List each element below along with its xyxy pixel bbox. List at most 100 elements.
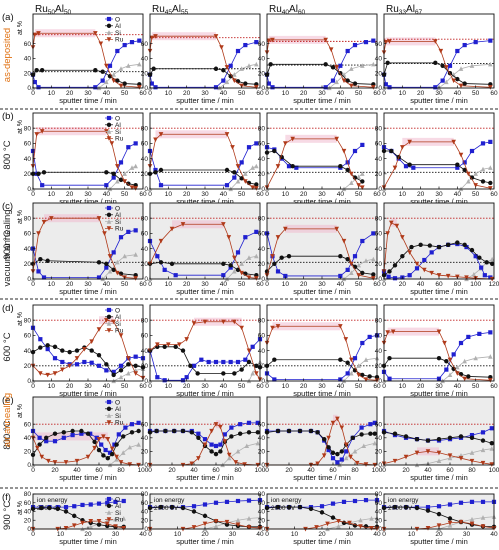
panel-label-e: (e) <box>2 395 14 406</box>
data-point-ru <box>122 179 127 184</box>
data-point-al <box>232 371 237 376</box>
data-point-o <box>107 450 113 455</box>
data-point-ru <box>133 371 138 376</box>
data-point-al <box>297 504 303 510</box>
legend-marker-ru <box>106 328 112 333</box>
data-point-o <box>462 160 467 165</box>
data-point-al <box>462 81 467 86</box>
data-point-al <box>319 510 325 515</box>
x-axis-title: sputter time / min <box>176 96 234 105</box>
y-tick-label: 0 <box>261 526 265 533</box>
data-point-si <box>136 442 141 447</box>
data-point-o <box>294 165 299 170</box>
x-tick-label: 20 <box>183 383 191 390</box>
data-point-ru <box>213 422 219 427</box>
y-tick-label: 0 <box>261 85 265 92</box>
y-tick-label: 0 <box>27 462 31 469</box>
data-point-o <box>133 228 138 233</box>
data-point-ru <box>341 78 347 84</box>
panel-label-b: (b) <box>2 111 14 122</box>
data-point-al <box>272 148 277 154</box>
data-point-o <box>488 330 493 335</box>
data-point-al <box>129 430 135 435</box>
y-tick-label: 60 <box>141 141 149 148</box>
data-point-si <box>107 268 113 274</box>
data-point-o <box>118 160 124 165</box>
data-point-ru <box>232 319 237 325</box>
legend-marker-si <box>106 321 112 326</box>
data-point-o <box>32 79 37 85</box>
data-point-si <box>120 450 126 455</box>
data-point-o <box>129 422 135 427</box>
data-point-al <box>104 362 109 367</box>
data-point-o <box>41 275 47 280</box>
data-point-ru <box>235 164 241 169</box>
y-tick-label: 0 <box>261 276 265 283</box>
data-point-o <box>221 359 226 365</box>
y-tick-label: 20 <box>141 70 149 77</box>
data-point-ru <box>232 255 237 261</box>
axes-frame <box>149 13 261 89</box>
data-point-al <box>111 171 116 176</box>
data-point-al <box>255 430 260 435</box>
data-point-al <box>338 254 343 259</box>
data-point-o <box>254 141 259 146</box>
x-tick-label: 0 <box>31 467 35 474</box>
data-point-ru <box>451 78 456 84</box>
data-point-al <box>436 244 442 250</box>
data-point-al <box>338 357 343 362</box>
data-point-al <box>74 348 80 353</box>
y-tick-label: 80 <box>141 317 149 324</box>
data-point-ru <box>347 520 352 526</box>
x-tick-label: 0 <box>148 191 152 198</box>
data-point-si <box>115 178 120 184</box>
y-tick-label: 20 <box>375 171 383 178</box>
x-tick-label: 10 <box>48 383 56 390</box>
data-point-ru <box>314 525 319 530</box>
data-point-ru <box>363 462 369 467</box>
x-tick-label: 40 <box>220 90 228 97</box>
data-point-o <box>224 499 230 504</box>
data-point-al <box>195 371 200 376</box>
data-point-ru <box>480 524 486 529</box>
x-tick-label: 30 <box>318 383 326 390</box>
data-point-al <box>114 442 119 447</box>
data-point-ru <box>52 371 58 376</box>
data-point-al <box>489 261 495 266</box>
data-point-si <box>115 259 120 265</box>
data-point-al <box>72 513 77 519</box>
y-tick-label: 20 <box>24 517 32 524</box>
x-tick-label: 30 <box>463 531 471 538</box>
x-tick-label: 0 <box>382 467 386 474</box>
x-tick-label: 20 <box>300 281 308 288</box>
x-tick-label: 120 <box>489 281 499 288</box>
data-point-al <box>104 170 109 175</box>
data-point-al <box>63 509 69 514</box>
data-point-ru <box>473 183 478 188</box>
data-point-al <box>162 344 167 349</box>
data-point-o <box>422 257 427 263</box>
legend-label-ru: Ru <box>115 517 124 524</box>
legend-marker-si <box>106 219 112 224</box>
x-tick-label: 10 <box>165 90 173 97</box>
series-line-o <box>149 41 257 88</box>
data-point-ru <box>254 276 259 281</box>
x-tick-label: 0 <box>265 383 269 390</box>
x-tick-label: 0 <box>31 383 35 390</box>
x-tick-label: 40 <box>454 191 462 198</box>
data-point-al <box>189 430 194 435</box>
data-point-al <box>425 438 431 443</box>
legend-label-si: Si <box>115 30 121 37</box>
data-point-al <box>96 447 102 453</box>
data-point-si <box>466 178 471 184</box>
data-point-o <box>275 269 281 274</box>
y-axis-title: at % <box>17 120 24 134</box>
data-point-ru <box>371 85 376 90</box>
data-point-al <box>433 60 438 66</box>
data-point-ru <box>213 34 219 39</box>
legend-label-al: Al <box>115 23 121 30</box>
x-tick-label: 60 <box>256 90 264 97</box>
